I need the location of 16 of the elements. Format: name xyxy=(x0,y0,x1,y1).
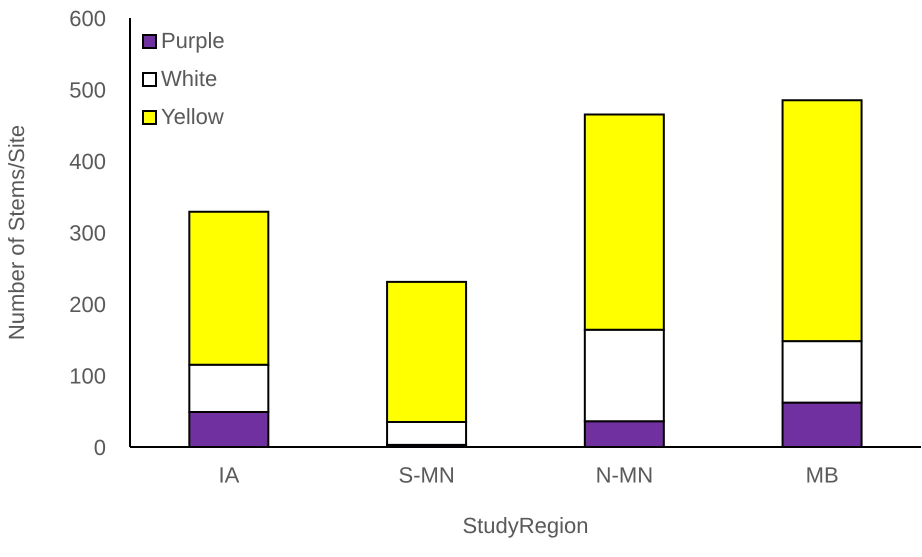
y-tick-label: 500 xyxy=(69,77,106,102)
x-axis-title: StudyRegion xyxy=(462,513,588,538)
y-tick-label: 600 xyxy=(69,6,106,31)
legend-label: Purple xyxy=(161,28,225,54)
x-tick-label: S-MN xyxy=(398,462,455,488)
y-tick-label: 100 xyxy=(69,363,106,388)
x-tick-label: N-MN xyxy=(596,462,654,488)
x-tick-label: MB xyxy=(806,462,839,488)
y-tick-label: 200 xyxy=(69,292,106,317)
y-tick-label: 400 xyxy=(69,148,106,174)
legend-label: White xyxy=(161,66,218,92)
y-tick-label: 300 xyxy=(69,220,106,246)
y-tick-label: 0 xyxy=(94,434,106,460)
legend-label: Yellow xyxy=(161,104,224,130)
y-axis-title: Number of Stems/Site xyxy=(4,124,29,340)
x-tick-label: IA xyxy=(218,462,240,488)
